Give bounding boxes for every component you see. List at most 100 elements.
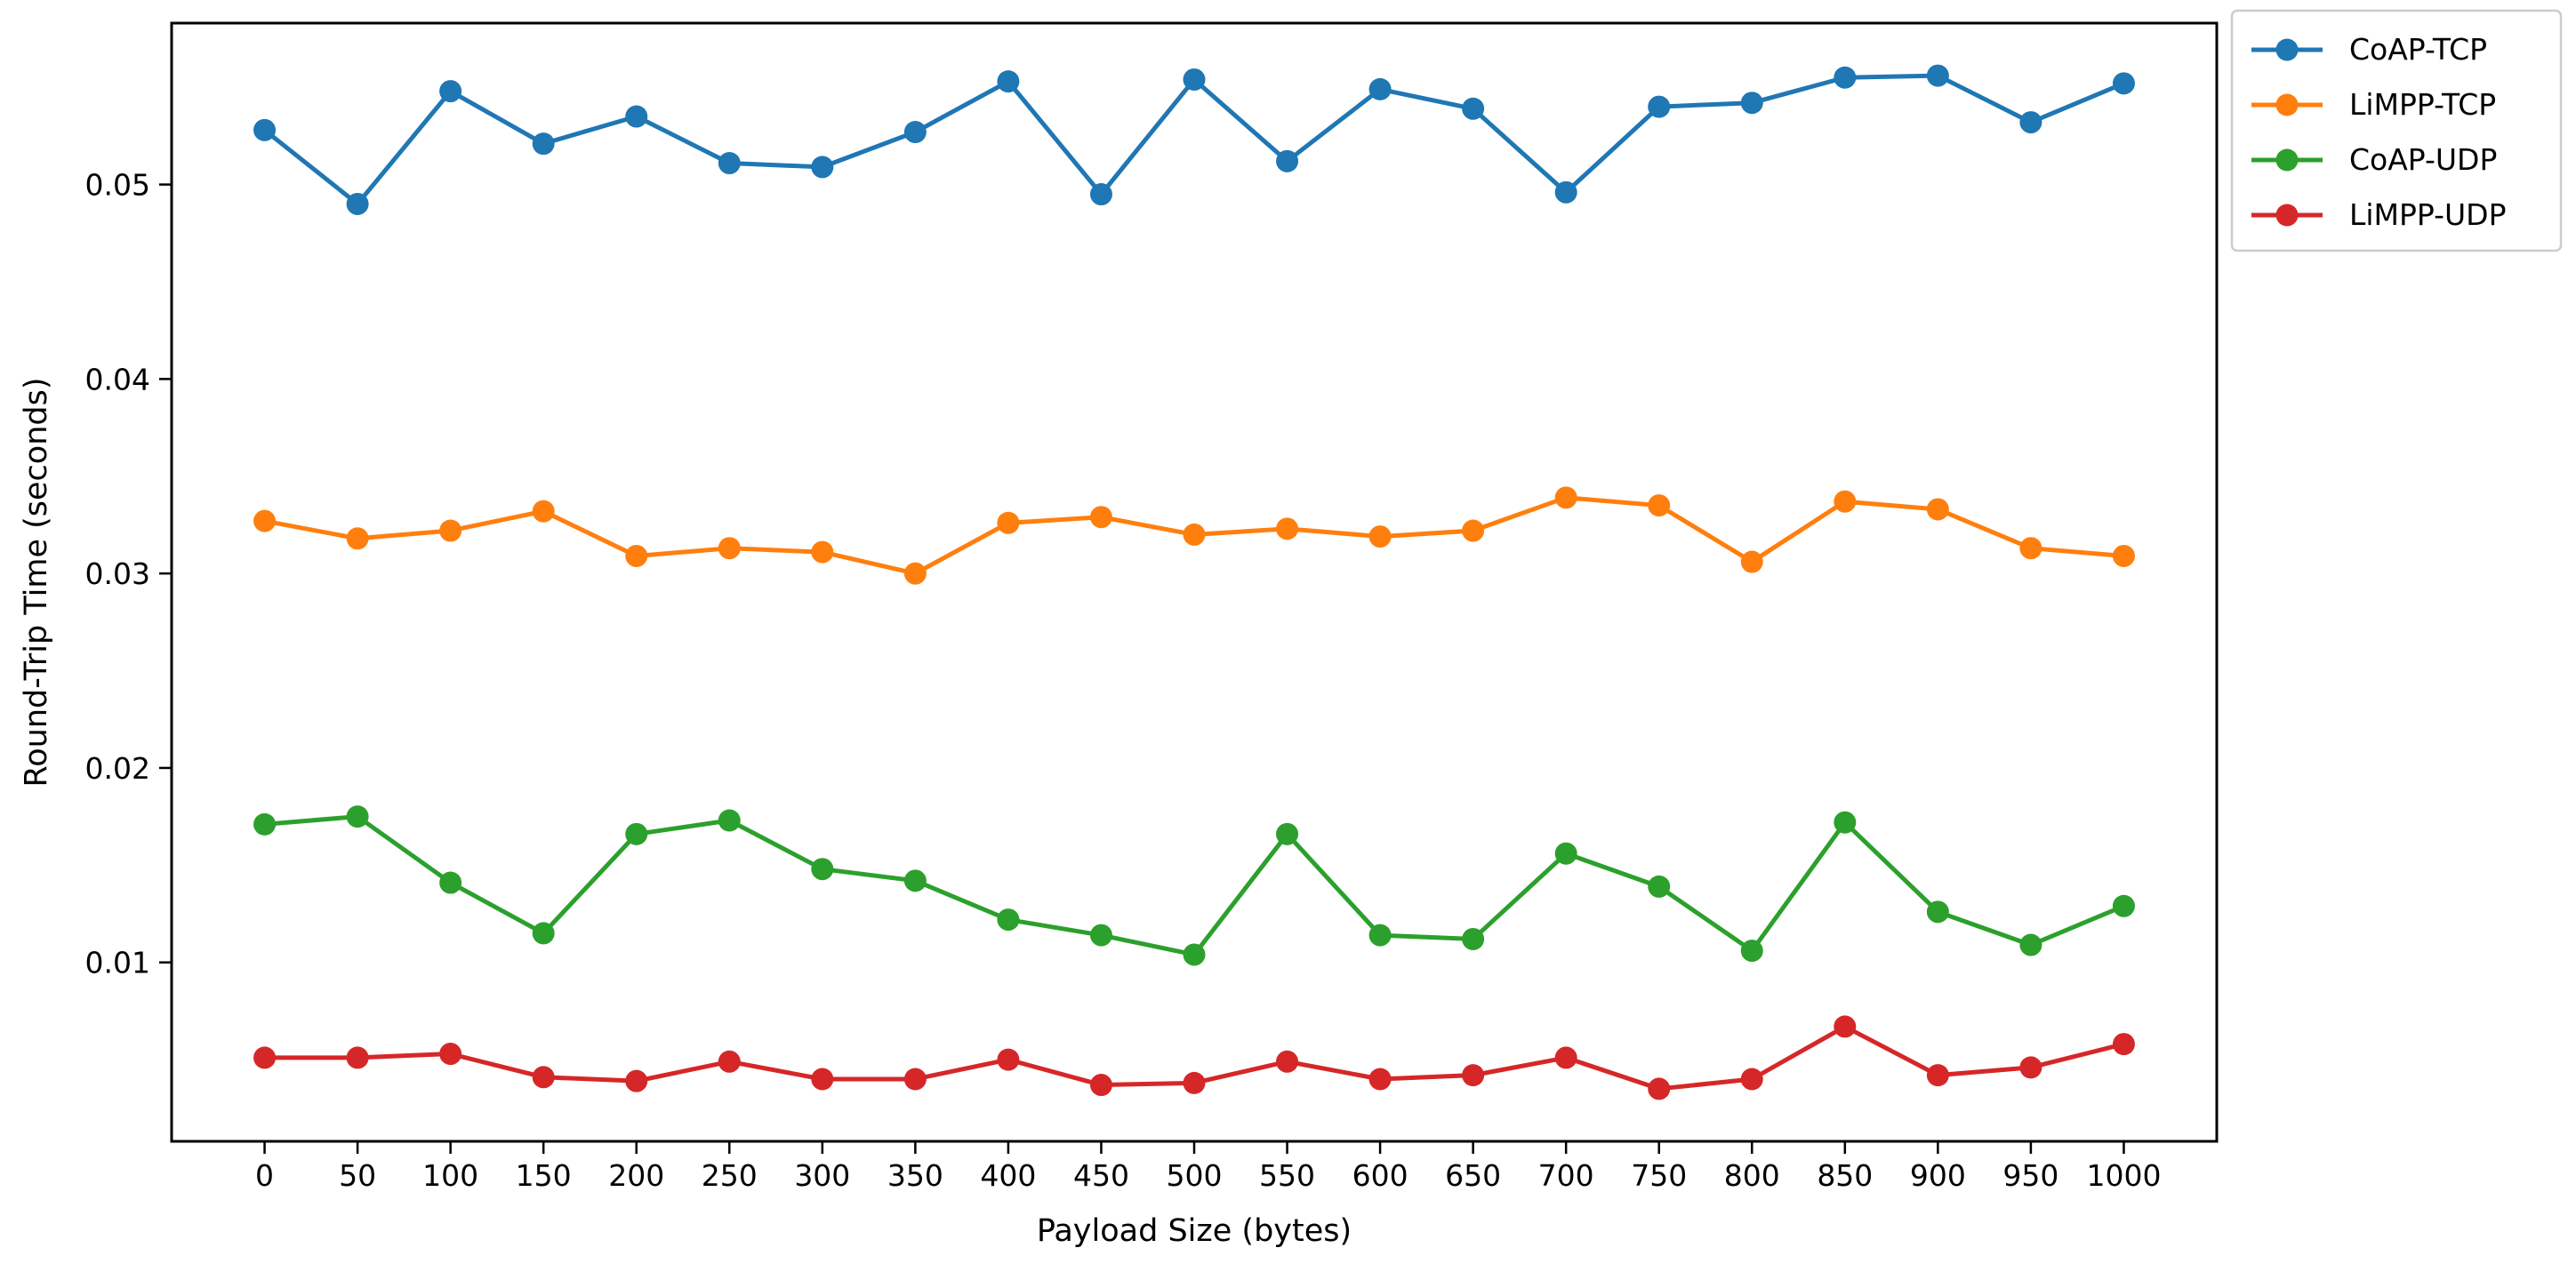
x-tick-label: 850	[1817, 1158, 1873, 1193]
legend-entry-label: LiMPP-UDP	[2349, 197, 2506, 232]
data-point	[1648, 494, 1671, 517]
data-point	[1368, 1068, 1392, 1091]
y-axis: 0.01 0.02 0.03 0.04 0.05	[85, 168, 172, 980]
x-tick-label: 750	[1631, 1158, 1687, 1193]
data-point	[346, 805, 369, 828]
plot-area	[253, 64, 2135, 1100]
data-point	[1462, 97, 1485, 120]
data-point	[718, 152, 741, 175]
data-point	[811, 858, 834, 881]
x-tick-label: 500	[1167, 1158, 1223, 1193]
data-point	[2112, 894, 2135, 917]
data-point	[1089, 183, 1112, 206]
data-point	[1089, 924, 1112, 947]
legend-swatch-marker	[2275, 148, 2299, 172]
data-point	[1183, 943, 1206, 966]
data-point	[2112, 72, 2135, 95]
data-point	[1926, 498, 1949, 521]
data-point	[2019, 933, 2042, 956]
x-tick-label: 600	[1352, 1158, 1408, 1193]
data-point	[1276, 822, 1299, 845]
data-point	[253, 509, 277, 532]
data-point	[1183, 523, 1206, 546]
data-point	[1834, 811, 1857, 834]
data-point	[811, 156, 834, 179]
x-axis-label: Payload Size (bytes)	[1037, 1213, 1352, 1249]
x-tick-label: 300	[794, 1158, 850, 1193]
data-point	[1740, 550, 1763, 573]
data-point	[718, 1050, 741, 1073]
data-point	[1926, 64, 1949, 87]
x-tick-label: 550	[1259, 1158, 1315, 1193]
data-point	[1648, 1077, 1671, 1100]
data-point	[1926, 1064, 1949, 1087]
data-point	[1462, 1064, 1485, 1087]
data-point	[811, 540, 834, 564]
x-tick-label: 450	[1073, 1158, 1129, 1193]
x-tick-label: 400	[980, 1158, 1036, 1193]
data-point	[2019, 537, 2042, 560]
data-point	[625, 105, 648, 128]
legend-entry-label: LiMPP-TCP	[2349, 87, 2496, 122]
x-tick-label: 650	[1445, 1158, 1501, 1193]
data-point	[346, 192, 369, 215]
data-point	[625, 822, 648, 845]
y-axis-label: Round-Trip Time (seconds)	[19, 378, 54, 788]
data-point	[1554, 842, 1577, 865]
data-point	[997, 70, 1020, 93]
x-tick-label: 100	[422, 1158, 478, 1193]
data-point	[1183, 1071, 1206, 1094]
data-point	[1834, 66, 1857, 89]
data-point	[997, 908, 1020, 932]
data-point	[1276, 149, 1299, 172]
data-point	[1554, 1046, 1577, 1069]
legend-entry-label: CoAP-UDP	[2349, 142, 2497, 177]
data-point	[1648, 95, 1671, 118]
y-tick-label: 0.02	[85, 751, 150, 786]
data-point	[439, 519, 462, 542]
x-tick-label: 200	[608, 1158, 664, 1193]
data-point	[2019, 1056, 2042, 1079]
data-point	[903, 1068, 927, 1091]
legend-swatch-marker	[2275, 93, 2299, 116]
data-point	[903, 869, 927, 892]
data-point	[1183, 68, 1206, 91]
data-point	[1554, 486, 1577, 509]
legend: CoAP-TCP LiMPP-TCP CoAP-UDP LiMPP-UDP	[2230, 9, 2563, 252]
y-tick-label: 0.03	[85, 556, 150, 591]
data-point	[1740, 1068, 1763, 1091]
x-tick-label: 1000	[2086, 1158, 2161, 1193]
x-tick-label: 700	[1538, 1158, 1594, 1193]
data-point	[1926, 900, 1949, 924]
x-tick-label: 50	[339, 1158, 376, 1193]
y-tick-label: 0.01	[85, 946, 150, 980]
data-point	[718, 537, 741, 560]
data-point	[346, 1046, 369, 1069]
data-point	[439, 1043, 462, 1066]
data-point	[1648, 875, 1671, 898]
data-point	[718, 809, 741, 832]
x-tick-label: 150	[516, 1158, 572, 1193]
data-point	[1462, 927, 1485, 950]
data-point	[253, 1046, 277, 1069]
y-tick-label: 0.04	[85, 362, 150, 396]
data-point	[997, 511, 1020, 534]
data-point	[1089, 506, 1112, 529]
data-point	[2112, 1033, 2135, 1056]
data-point	[2019, 111, 2042, 134]
data-point	[1368, 77, 1392, 100]
data-point	[1276, 1050, 1299, 1073]
y-tick-label: 0.05	[85, 168, 150, 203]
x-tick-label: 250	[702, 1158, 758, 1193]
x-tick-label: 0	[255, 1158, 274, 1193]
data-point	[1834, 1015, 1857, 1038]
data-point	[439, 80, 462, 103]
data-point	[532, 500, 555, 523]
data-point	[346, 527, 369, 550]
x-tick-label: 950	[2002, 1158, 2058, 1193]
data-point	[903, 121, 927, 144]
legend-swatch-marker	[2275, 38, 2299, 61]
legend-swatch-marker	[2275, 204, 2299, 227]
data-point	[253, 812, 277, 836]
